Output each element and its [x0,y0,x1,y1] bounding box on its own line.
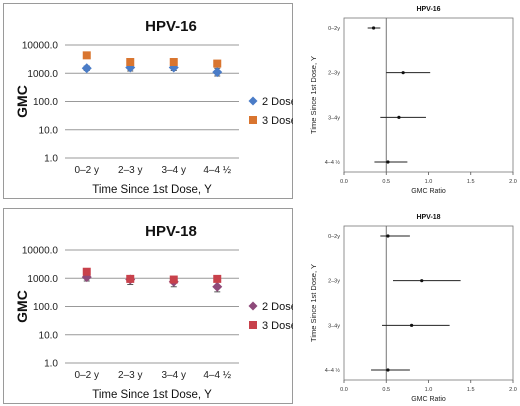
x-axis-label: GMC Ratio [411,396,446,403]
x-tick-label: 4–4 ½ [203,165,231,176]
chart-title: HPV-16 [416,6,440,13]
row-label: 2–3y [328,71,340,77]
x-tick-label: 0.5 [382,179,390,185]
row-label: 3–4y [328,115,340,121]
point-estimate [410,323,414,327]
x-axis-label: Time Since 1st Dose, Y [92,389,212,401]
y-tick-label: 1000.0 [27,274,58,285]
data-point-square [126,58,135,67]
row-label: 3–4y [328,323,340,329]
x-tick-label: 1.5 [467,387,475,393]
x-tick-label: 0.0 [340,387,348,393]
legend-label: 3 Doses [262,115,293,127]
y-axis-label: Time Since 1st Dose, Y [309,264,318,342]
hpv16-ratio-forest-plot: HPV-16 0.0 0.5 1.0 1.5 2.0 GMC Ratio 0–2y 2–3y 3–… [309,6,517,195]
y-tick-label: 1000.0 [27,69,58,80]
legend-label: 2 Doses [262,96,293,108]
legend-marker-diamond [248,301,258,311]
data-point-square [213,59,222,68]
row-label: 4–4 ½ [325,367,341,374]
hpv16-gmc-chart: HPV-16 10000.0 1000.0 100.0 10.0 1.0 GMC 0–2 y 2… [3,3,293,199]
point-estimate [386,234,390,238]
data-point-square [82,51,91,60]
row-label: 2–3y [328,279,340,285]
plot-area [343,225,514,381]
x-tick-label: 2–3 y [118,370,142,381]
data-point-square [169,275,178,284]
y-tick-label: 10.0 [39,330,59,341]
x-axis-label: GMC Ratio [411,188,446,195]
x-tick-label: 0–2 y [75,370,99,381]
point-estimate [420,279,424,283]
legend-marker-diamond [248,96,258,106]
point-estimate [397,115,401,119]
hpv18-ratio-forest-plot: HPV-18 0.0 0.5 1.0 1.5 2.0 GMC Ratio 0–2y 2–3y 3–… [309,214,517,403]
y-axis-label: GMC [14,290,30,323]
point-estimate [386,368,390,372]
y-axis-label: Time Since 1st Dose, Y [309,56,318,134]
x-axis-label: Time Since 1st Dose, Y [92,184,212,196]
x-tick-label: 2.0 [509,179,517,185]
x-tick-label: 2.0 [509,387,517,393]
x-tick-label: 0.0 [340,179,348,185]
y-tick-label: 100.0 [33,97,58,108]
data-point-diamond [81,63,92,74]
row-label: 0–2y [328,26,340,32]
chart-title: HPV-16 [145,18,197,35]
data-point-diamond [212,67,223,78]
x-tick-label: 1.0 [425,179,433,185]
x-tick-label: 1.0 [425,387,433,393]
row-label: 4–4 ½ [325,159,341,166]
y-tick-label: 10000.0 [22,41,59,52]
y-tick-label: 1.0 [44,154,58,165]
data-point-square [126,274,135,283]
data-point-square [82,267,91,276]
legend-label: 3 Doses [262,320,293,332]
y-axis-label: GMC [14,85,30,118]
chart-title: HPV-18 [416,214,440,221]
x-tick-label: 3–4 y [162,370,186,381]
x-tick-label: 4–4 ½ [203,370,231,381]
data-point-diamond [212,281,223,292]
y-tick-label: 10000.0 [22,246,59,257]
x-tick-label: 0.5 [382,387,390,393]
x-tick-label: 3–4 y [162,165,186,176]
row-label: 0–2y [328,234,340,240]
y-tick-label: 1.0 [44,359,58,370]
chart-title: HPV-18 [145,223,197,240]
point-estimate [401,71,405,75]
point-estimate [386,160,390,164]
y-tick-label: 10.0 [39,125,59,136]
legend-label: 2 Doses [262,301,293,313]
hpv18-gmc-chart: HPV-18 10000.0 1000.0 100.0 10.0 1.0 GMC 0–2 y 2… [3,208,293,404]
legend-marker-square [249,321,257,329]
legend-marker-square [249,116,257,124]
plot-area [343,17,514,173]
x-tick-label: 1.5 [467,179,475,185]
x-tick-label: 0–2 y [75,165,99,176]
data-point-square [213,274,222,283]
point-estimate [371,26,376,30]
x-tick-label: 2–3 y [118,165,142,176]
data-point-square [169,58,178,67]
y-tick-label: 100.0 [33,302,58,313]
